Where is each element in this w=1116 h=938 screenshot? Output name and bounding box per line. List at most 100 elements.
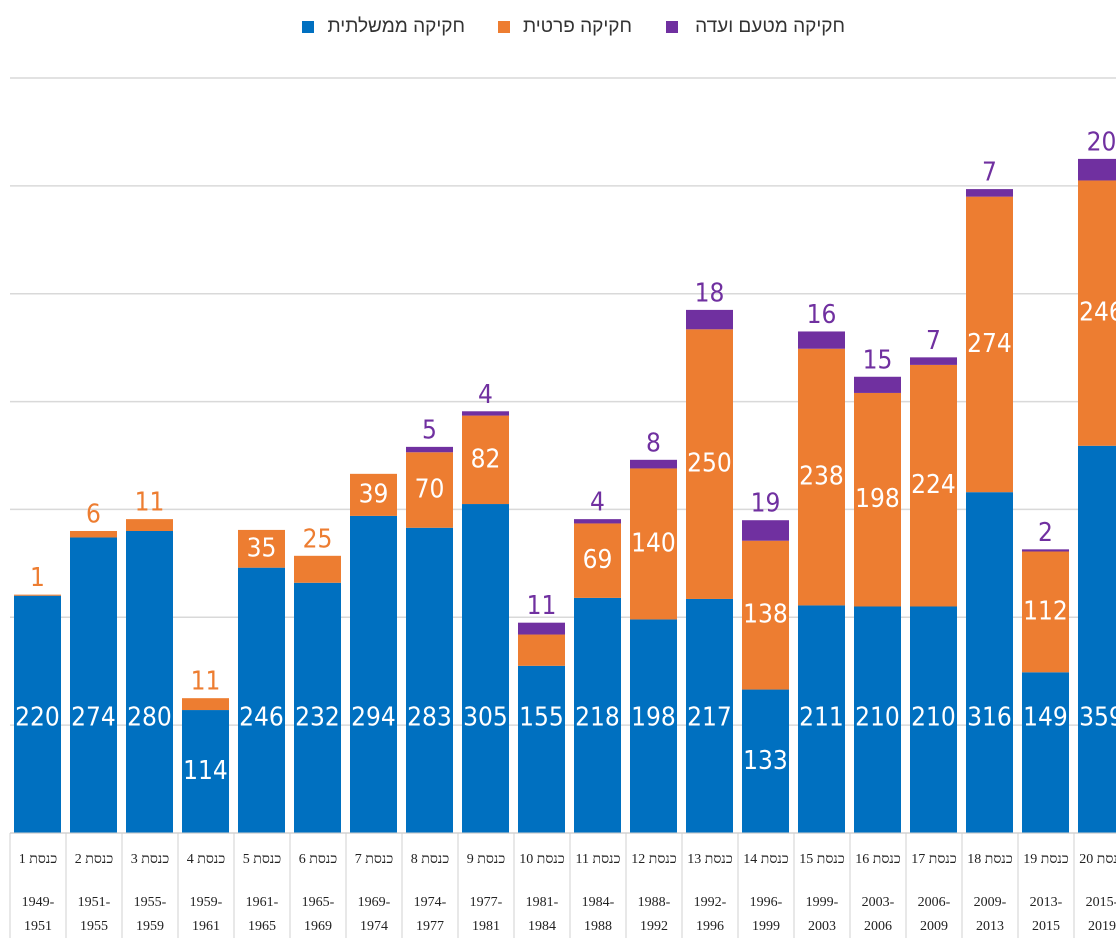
bar-segment [350,515,397,833]
x-tick-label: כנסת 14 [743,852,789,867]
value-label: 138 [743,600,788,630]
x-tick-label: כנסת 17 [911,852,957,867]
value-label: 140 [631,528,676,558]
bar-segment [462,504,509,833]
x-period-label: 2013- [1030,895,1063,910]
bar-segment [350,473,397,516]
value-label: 4 [478,380,493,410]
bar-segment [574,519,621,524]
x-period-label: 2015 [1032,919,1060,934]
value-label: 283 [407,703,452,733]
bar-segment [238,567,285,833]
bar-segment [854,606,901,833]
x-period-label: 1959- [190,895,223,910]
value-label: 280 [127,703,172,733]
bar-segment [686,329,733,599]
bar-segment [1078,158,1116,181]
value-label: 250 [687,449,732,479]
x-tick-label: כנסת 2 [75,852,114,867]
value-label: 238 [799,462,844,492]
value-label: 294 [351,703,396,733]
value-label: 211 [799,703,844,733]
x-period-label: 2009 [920,919,948,934]
bar-segment [462,411,509,416]
x-period-label: 1988- [638,895,671,910]
x-period-label: 1961- [246,895,279,910]
x-period-label: 1955 [80,919,108,934]
bar-segment [966,492,1013,833]
value-label: 2 [1038,518,1053,548]
bar-segment [854,376,901,393]
value-label: 220 [15,703,60,733]
value-label: 11 [527,591,557,621]
value-label: 218 [575,703,620,733]
x-tick-label: כנסת 3 [131,852,170,867]
value-label: 5 [422,415,437,445]
bar-segment [574,523,621,598]
x-period-label: 2019 [1088,919,1116,934]
x-period-label: 1999- [806,895,839,910]
bar-segment [1022,549,1069,552]
x-period-label: 1984- [582,895,615,910]
bar-segment [1022,672,1069,833]
bar-segment [518,622,565,635]
x-period-label: 1965 [248,919,276,934]
x-period-label: 1974 [360,919,388,934]
x-tick-label: כנסת 4 [187,852,226,867]
x-period-label: 1969 [304,919,332,934]
bar-segment [798,331,845,349]
x-tick-label: כנסת 15 [799,852,845,867]
bar-segment [574,597,621,833]
x-period-label: 1996 [696,919,724,934]
bar-segment [630,468,677,620]
bar-segment [182,710,229,833]
legend-label: חקיקה ממשלתית [328,16,465,37]
value-label: 305 [463,703,508,733]
value-label: 1 [30,563,45,593]
x-period-label: 1955- [134,895,167,910]
x-period-label: 1981 [472,919,500,934]
value-label: 8 [646,428,661,458]
bar-segment [1078,445,1116,833]
bar-segment [518,634,565,666]
bar-segment [462,415,509,505]
value-label: 11 [191,667,221,697]
value-label: 16 [807,300,837,330]
x-period-label: 1959 [136,919,164,934]
bar-segment [910,357,957,365]
bar-segment [182,698,229,711]
value-label: 274 [71,703,116,733]
x-tick-label: כנסת 20 [1079,852,1116,867]
bar-segment [70,531,117,538]
x-tick-label: כנסת 9 [467,852,506,867]
value-label: 7 [982,158,997,188]
value-label: 210 [911,703,956,733]
bar-segment [406,452,453,528]
bar-segment [406,446,453,453]
x-period-label: 1981- [526,895,559,910]
value-label: 15 [863,345,893,375]
value-label: 359 [1079,703,1116,733]
value-label: 217 [687,703,732,733]
x-period-label: 2003- [862,895,895,910]
x-period-label: 1951- [78,895,111,910]
x-tick-label: כנסת 13 [687,852,733,867]
value-label: 70 [415,475,445,505]
value-label: 20 [1087,127,1116,157]
bar-segment [1078,180,1116,446]
x-period-label: 1992 [640,919,668,934]
x-period-label: 1984 [528,919,556,934]
x-period-label: 2006- [918,895,951,910]
bar-segment [966,189,1013,197]
value-label: 232 [295,703,340,733]
x-period-label: 2013 [976,919,1004,934]
x-period-label: 1965- [302,895,335,910]
value-label: 198 [855,484,900,514]
value-label: 69 [583,545,613,575]
bar-segment [742,540,789,690]
x-tick-label: כנסת 7 [355,852,394,867]
value-label: 224 [911,470,956,500]
bar-segment [406,527,453,833]
bar-segment [966,196,1013,493]
